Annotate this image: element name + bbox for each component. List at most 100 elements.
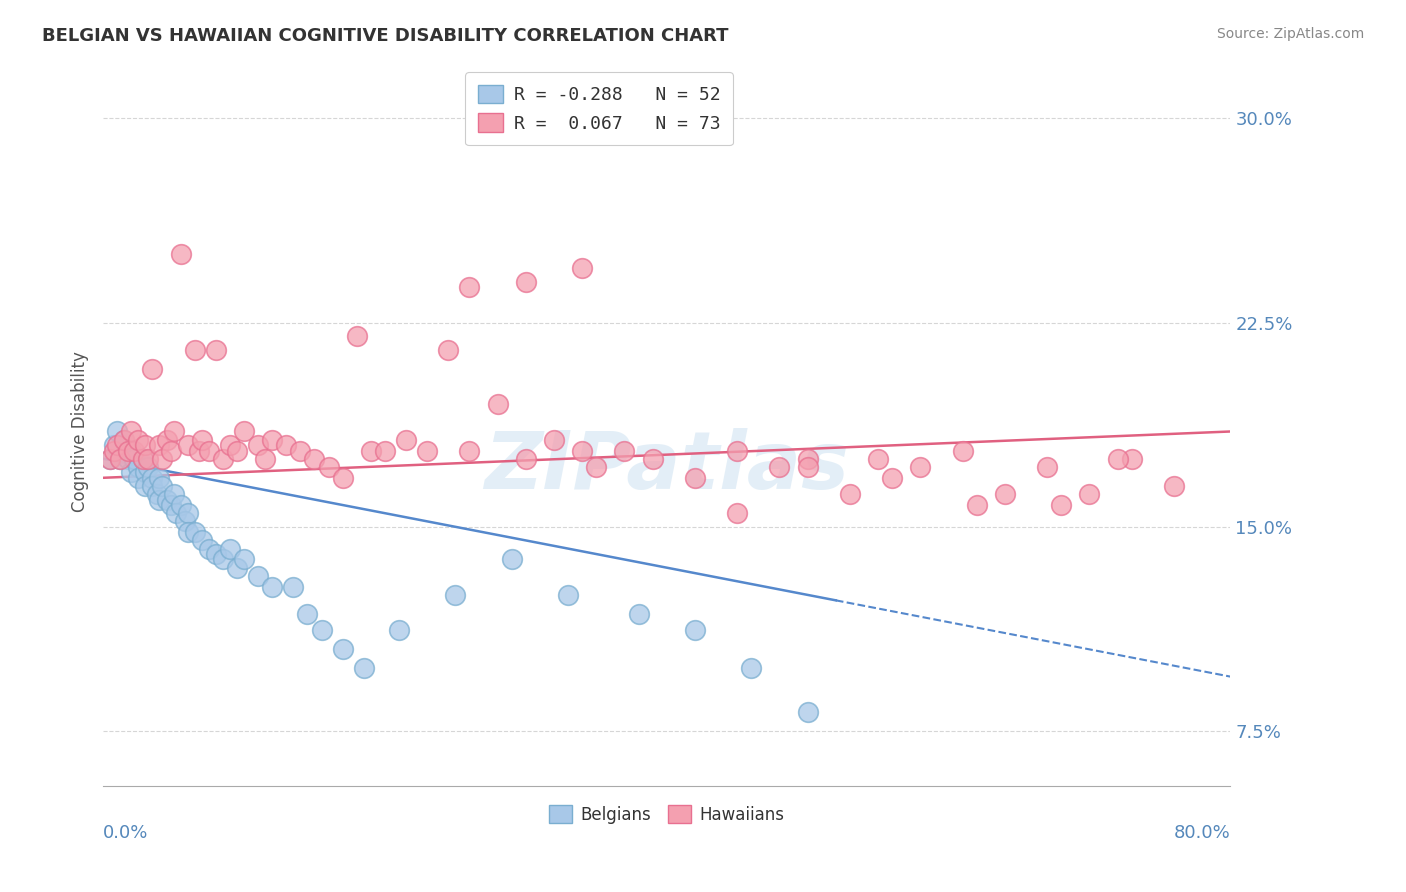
Point (103, 438, 125, 452)
Point (262, 580, 284, 594)
Point (297, 607, 319, 621)
Point (112, 433, 135, 447)
Point (641, 451, 664, 466)
Y-axis label: Cognitive Disability: Cognitive Disability (72, 351, 89, 512)
Point (1107, 451, 1129, 466)
Point (332, 642, 354, 657)
Point (725, 443, 748, 458)
Point (374, 443, 396, 458)
Point (233, 425, 256, 439)
Point (557, 588, 579, 602)
Point (112, 433, 135, 447)
Point (127, 433, 149, 447)
Point (187, 443, 209, 458)
Point (627, 607, 650, 621)
Point (155, 492, 177, 507)
Point (740, 661, 762, 675)
Point (212, 552, 235, 566)
Point (183, 525, 205, 540)
Text: 80.0%: 80.0% (1174, 824, 1230, 842)
Point (162, 425, 184, 439)
Point (105, 438, 128, 452)
Point (247, 438, 270, 452)
Point (501, 552, 523, 566)
Point (346, 329, 368, 343)
Point (127, 459, 149, 474)
Point (486, 397, 509, 411)
Point (117, 451, 139, 466)
Point (120, 425, 142, 439)
Point (318, 459, 340, 474)
Point (169, 247, 191, 261)
Point (360, 443, 382, 458)
Point (162, 487, 184, 501)
Point (994, 487, 1017, 501)
Point (683, 471, 706, 485)
Point (127, 471, 149, 485)
Point (150, 451, 173, 466)
Point (1036, 459, 1059, 474)
Point (796, 459, 818, 474)
Point (205, 547, 228, 561)
Point (141, 471, 163, 485)
Point (966, 498, 988, 512)
Point (910, 459, 932, 474)
Point (247, 569, 270, 583)
Point (219, 438, 242, 452)
Point (117, 443, 139, 458)
Text: ZIPatlas: ZIPatlas (484, 428, 849, 506)
Point (332, 471, 354, 485)
Point (159, 443, 181, 458)
Point (1121, 451, 1143, 466)
Point (198, 443, 221, 458)
Point (103, 443, 125, 458)
Point (108, 451, 131, 466)
Point (276, 438, 298, 452)
Point (98, 451, 121, 466)
Point (98, 451, 121, 466)
Point (311, 624, 333, 638)
Point (122, 451, 145, 466)
Point (262, 433, 284, 447)
Point (283, 580, 305, 594)
Point (122, 443, 145, 458)
Legend: Belgians, Hawaiians: Belgians, Hawaiians (543, 799, 792, 830)
Point (444, 588, 467, 602)
Point (395, 433, 418, 447)
Point (868, 451, 890, 466)
Text: BELGIAN VS HAWAIIAN COGNITIVE DISABILITY CORRELATION CHART: BELGIAN VS HAWAIIAN COGNITIVE DISABILITY… (42, 27, 728, 45)
Point (105, 425, 128, 439)
Point (304, 451, 326, 466)
Point (169, 498, 191, 512)
Point (136, 451, 159, 466)
Point (882, 471, 904, 485)
Point (145, 487, 167, 501)
Point (176, 506, 198, 520)
Point (515, 451, 537, 466)
Point (141, 479, 163, 493)
Point (952, 443, 974, 458)
Point (437, 343, 460, 357)
Point (176, 438, 198, 452)
Point (108, 451, 131, 466)
Point (176, 525, 198, 540)
Point (155, 433, 177, 447)
Point (190, 433, 212, 447)
Point (131, 451, 153, 466)
Point (543, 433, 565, 447)
Point (205, 343, 228, 357)
Point (120, 443, 142, 458)
Point (838, 487, 860, 501)
Point (134, 479, 156, 493)
Point (190, 533, 212, 548)
Point (136, 459, 159, 474)
Point (1078, 487, 1101, 501)
Point (683, 624, 706, 638)
Point (388, 624, 411, 638)
Point (148, 471, 170, 485)
Point (585, 459, 607, 474)
Point (353, 661, 375, 675)
Point (1050, 498, 1073, 512)
Point (254, 451, 277, 466)
Point (134, 466, 156, 480)
